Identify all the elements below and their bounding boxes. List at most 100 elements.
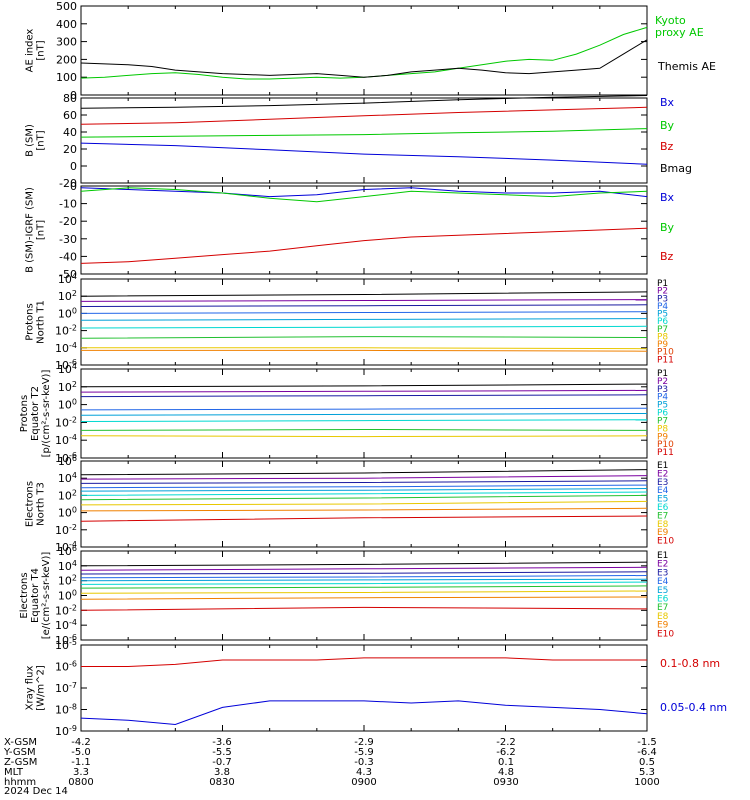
series-line-p9 — [81, 349, 648, 352]
y-tick-label-6: 106 — [58, 454, 77, 468]
y-axis-label-5: Protons — [19, 395, 30, 432]
series-line-p7 — [80, 428, 648, 431]
footer-value: -6.4 — [637, 747, 657, 758]
y-tick-label-7: 10-2 — [55, 603, 77, 617]
series-line-e1 — [80, 561, 648, 567]
footer-row-z-gsm: Z-GSM -1.1 -0.7 -0.3 0.1 0.5 — [4, 757, 744, 768]
y-tick-label-1: 500 — [56, 0, 77, 13]
series-line-p8 — [80, 435, 648, 438]
series-line-p5 — [80, 318, 648, 321]
legend-p10: P10 — [657, 440, 674, 450]
legend-themis-ae: Themis AE — [657, 60, 716, 73]
series-line-e1 — [80, 469, 648, 476]
footer-value: -5.0 — [71, 747, 91, 758]
legend-p3: P3 — [657, 385, 668, 395]
legend-e7: E7 — [657, 603, 668, 613]
footer-label: Y-GSM — [4, 747, 36, 758]
y-axis-label-5: [p/(cm²-s-sr-keV)] — [41, 370, 52, 458]
y-axis-label-8: [W/m^2] — [36, 665, 47, 711]
legend-p9: P9 — [657, 340, 668, 350]
legend-bx: Bx — [660, 191, 675, 204]
series-line-e6 — [80, 581, 648, 585]
legend-p1: P1 — [657, 279, 668, 289]
panel-frame-1 — [80, 5, 648, 96]
footer-value: 0830 — [209, 777, 235, 788]
y-axis-label-7: Equator T4 — [30, 568, 41, 623]
y-tick-label-3: -20 — [59, 215, 77, 228]
y-tick-label-7: 106 — [58, 544, 77, 558]
legend-e3: E3 — [657, 478, 668, 488]
legend-e10: E10 — [657, 537, 674, 547]
series-line-bx — [80, 142, 648, 165]
y-tick-label-8: 10-5 — [55, 638, 77, 652]
legend-p4: P4 — [657, 302, 668, 312]
footer-value: -0.7 — [212, 757, 232, 768]
y-tick-label-5: 10-6 — [55, 451, 77, 465]
series-line-e8 — [80, 500, 648, 506]
footer-value: -6.2 — [496, 747, 516, 758]
series-line-by — [80, 187, 648, 203]
y-tick-label-2: 80 — [63, 92, 77, 105]
y-tick-label-4: 102 — [58, 289, 77, 303]
y-tick-label-3: -30 — [59, 233, 77, 246]
y-tick-label-7: 100 — [58, 589, 77, 603]
legend-e1: E1 — [657, 551, 668, 561]
legend-e1: E1 — [657, 461, 668, 471]
legend-bz: Bz — [660, 250, 674, 263]
footer-label: hhmm — [4, 777, 37, 788]
footer-value: -2.2 — [496, 737, 516, 748]
legend-e2: E2 — [657, 560, 668, 570]
legend-p10: P10 — [657, 348, 674, 358]
legend-by: By — [660, 119, 675, 132]
legend-e5: E5 — [657, 495, 668, 505]
y-tick-label-5: 10-2 — [55, 415, 77, 429]
y-tick-label-4: 104 — [58, 272, 77, 286]
y-axis-label-4: Protons — [25, 303, 36, 340]
y-tick-label-2: 20 — [63, 143, 77, 156]
series-line-p3 — [80, 394, 648, 398]
legend-kyoto: Kyoto — [655, 14, 686, 27]
panel-frame-4 — [80, 278, 648, 366]
series-line-p4 — [80, 407, 648, 411]
y-axis-label-2: B (SM) — [25, 124, 36, 157]
y-axis-label-7: Electrons — [19, 572, 30, 618]
y-tick-label-6: 100 — [58, 506, 77, 520]
legend-0-1-0-8-nm: 0.1-0.8 nm — [660, 657, 720, 670]
legend-p11: P11 — [657, 448, 674, 458]
legend-e8: E8 — [657, 612, 669, 622]
y-axis-label-5: Equator T2 — [30, 386, 41, 441]
y-axis-label-1: AE index — [25, 29, 36, 73]
series-line-e5 — [80, 488, 648, 492]
y-tick-label-4: 10-4 — [55, 341, 77, 355]
series-line-e10 — [80, 515, 648, 522]
series-line-0-05-0-4-nm — [80, 700, 648, 726]
y-tick-label-7: 104 — [58, 559, 77, 573]
legend-p4: P4 — [657, 393, 668, 403]
legend-p7: P7 — [657, 325, 668, 335]
legend-p5: P5 — [657, 401, 668, 411]
footer-value: 3.3 — [73, 767, 89, 778]
footer-row-hhmm: hhmm 0800 0830 0900 0930 1000 — [4, 777, 744, 788]
series-line-e7 — [80, 494, 648, 501]
series-line-p3 — [80, 304, 648, 307]
series-line-e6 — [80, 491, 648, 496]
legend-p6: P6 — [657, 317, 668, 327]
y-tick-label-8: 10-8 — [55, 703, 77, 717]
legend-p8: P8 — [657, 424, 668, 434]
legend-e4: E4 — [657, 486, 669, 496]
legend-e6: E6 — [657, 503, 669, 513]
y-tick-label-5: 100 — [58, 398, 77, 412]
y-tick-label-6: 10-2 — [55, 523, 77, 537]
series-line-p1 — [80, 383, 648, 388]
legend-e4: E4 — [657, 577, 669, 587]
footer-value: -1.5 — [637, 737, 657, 748]
y-axis-label-3: [nT] — [36, 220, 47, 240]
y-axis-label-8: Xray flux — [25, 666, 36, 711]
series-line-e2 — [80, 566, 648, 571]
legend-e5: E5 — [657, 586, 668, 596]
footer-value: 0930 — [493, 777, 519, 788]
legend-p7: P7 — [657, 416, 668, 426]
series-line-e10 — [80, 606, 648, 611]
footer-label: Z-GSM — [4, 757, 38, 768]
legend-e9: E9 — [657, 621, 669, 631]
